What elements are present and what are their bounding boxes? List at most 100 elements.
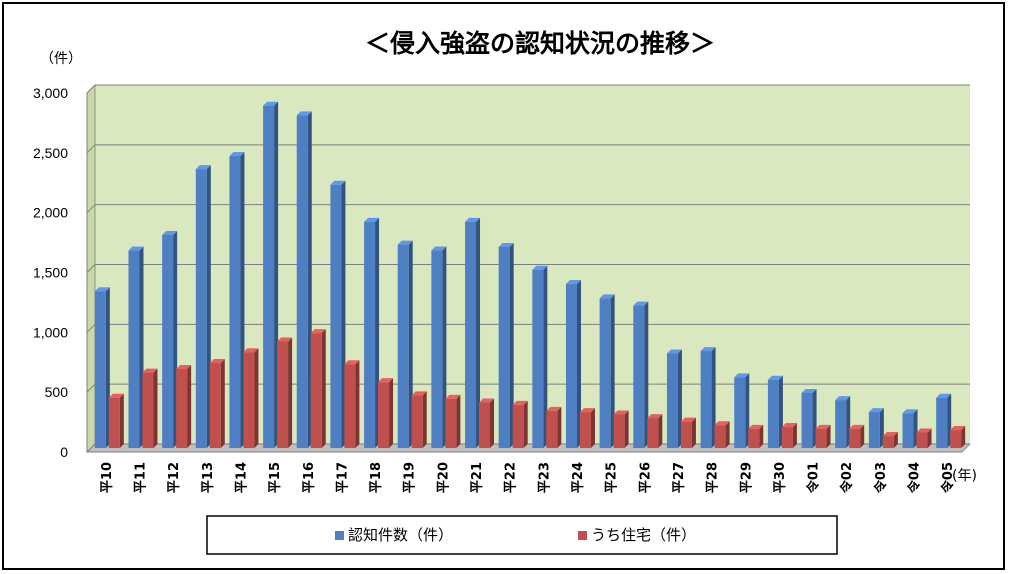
bar-series-2 (512, 400, 528, 448)
bar-series-2-top (445, 394, 461, 399)
bar-series-1 (94, 287, 110, 448)
bar-series-1-top (767, 375, 783, 380)
bar-series-2-top (882, 432, 898, 437)
bar-series-2-front (108, 397, 120, 448)
bar-series-1-top (263, 101, 279, 106)
x-tick-label: 平12 (167, 462, 182, 493)
bar-series-2-front (647, 418, 659, 448)
bar-series-2-side (288, 337, 293, 448)
bar-series-2-front (714, 425, 726, 448)
gridline-side (86, 443, 96, 453)
bar-series-2-top (277, 337, 293, 342)
x-tick-label: 平13 (201, 462, 216, 493)
bar-series-2-side (759, 424, 764, 448)
legend-swatch-series-1 (335, 531, 344, 540)
bar-series-2-front (277, 341, 289, 448)
x-tick-label: 平28 (706, 462, 721, 493)
bar-series-1-side (442, 246, 447, 448)
bar-series-2-side (658, 414, 663, 448)
bar-series-2-side (389, 378, 394, 448)
x-tick-label: 平14 (234, 462, 249, 493)
bar-series-1-front (431, 250, 443, 448)
bar-series-2-front (546, 410, 558, 448)
bar-series-2-side (927, 428, 932, 448)
bar-series-2-front (512, 404, 524, 448)
bar-series-1-top (330, 180, 346, 185)
bar-series-2-front (243, 352, 255, 448)
y-axis-unit-label: （件） (40, 51, 82, 67)
bar-series-2-top (108, 393, 124, 398)
bar-series-1-top (128, 246, 144, 251)
bar-series-1 (633, 301, 649, 448)
bar-series-1-side (610, 294, 615, 448)
x-tick-label: 令02 (839, 462, 855, 493)
bar-series-2-front (142, 372, 154, 448)
y-tick-label: 2,000 (33, 205, 68, 221)
bar-series-2-front (310, 333, 322, 448)
bar-series-1-top (633, 301, 649, 306)
bar-series-1-front (835, 400, 847, 448)
bar-series-2-top (243, 348, 259, 353)
bar-series-1-front (263, 105, 275, 449)
bar-series-2-top (748, 424, 764, 429)
bar-series-1 (498, 242, 514, 448)
bar-series-2-side (220, 359, 225, 448)
x-tick-label: 平16 (302, 462, 317, 493)
bar-series-1 (902, 409, 918, 448)
x-tick-label: 平26 (638, 462, 653, 493)
bar-series-2-front (411, 395, 423, 448)
bar-series-2 (882, 432, 898, 448)
bar-series-1-front (599, 298, 611, 448)
bar-series-2-side (624, 410, 629, 448)
bar-series-2 (579, 408, 595, 448)
bar-series-2-front (882, 436, 894, 448)
bar-series-1-top (666, 349, 682, 354)
bar-series-2 (613, 410, 629, 448)
bar-series-2-front (176, 369, 188, 448)
bar-series-1-front (936, 397, 948, 448)
bar-series-1-top (700, 347, 716, 352)
bar-series-2-top (546, 406, 562, 411)
bar-series-2-side (691, 417, 696, 448)
bar-series-2-top (714, 421, 730, 426)
bar-series-2 (815, 424, 831, 448)
bar-series-2-side (826, 424, 831, 448)
x-tick-label: 令05 (940, 462, 956, 493)
bar-series-2-front (378, 382, 390, 448)
bar-series-1 (767, 375, 783, 448)
x-tick-label: 平30 (773, 462, 788, 493)
bar-series-2-top (512, 400, 528, 405)
x-tick-label: 平25 (605, 462, 620, 493)
x-tick-label: 平17 (335, 462, 350, 493)
bar-series-2 (176, 365, 192, 448)
bar-series-2-front (579, 412, 591, 448)
bar-series-1-side (644, 301, 649, 448)
gridline-side (86, 144, 96, 154)
bar-series-1-side (509, 242, 514, 448)
bar-series-2-front (445, 398, 457, 448)
bar-series-1-top (599, 294, 615, 299)
bar-series-2-top (647, 414, 663, 419)
x-tick-label: 平23 (537, 462, 552, 493)
x-tick-label: 平27 (672, 462, 687, 493)
bar-series-2-front (613, 414, 625, 448)
bar-series-2 (680, 417, 696, 448)
bar-series-2-side (792, 423, 797, 448)
bar-series-2 (108, 393, 124, 448)
y-tick-label: 500 (45, 384, 69, 400)
bar-series-2 (546, 406, 562, 448)
bar-series-2-top (815, 424, 831, 429)
bar-series-1-front (229, 156, 241, 448)
bar-series-1 (397, 240, 413, 448)
y-tick-label: 2,500 (33, 145, 68, 161)
bar-series-2 (950, 426, 966, 448)
bar-series-2-side (355, 360, 360, 448)
bar-series-2 (277, 337, 293, 448)
x-tick-label: 平20 (436, 462, 451, 493)
bar-series-2 (243, 348, 259, 448)
bar-series-1-front (465, 221, 477, 448)
y-tick-label: 3,000 (33, 85, 68, 101)
bar-series-2 (916, 428, 932, 448)
bar-series-1-front (633, 305, 645, 448)
bar-series-1-top (465, 217, 481, 222)
